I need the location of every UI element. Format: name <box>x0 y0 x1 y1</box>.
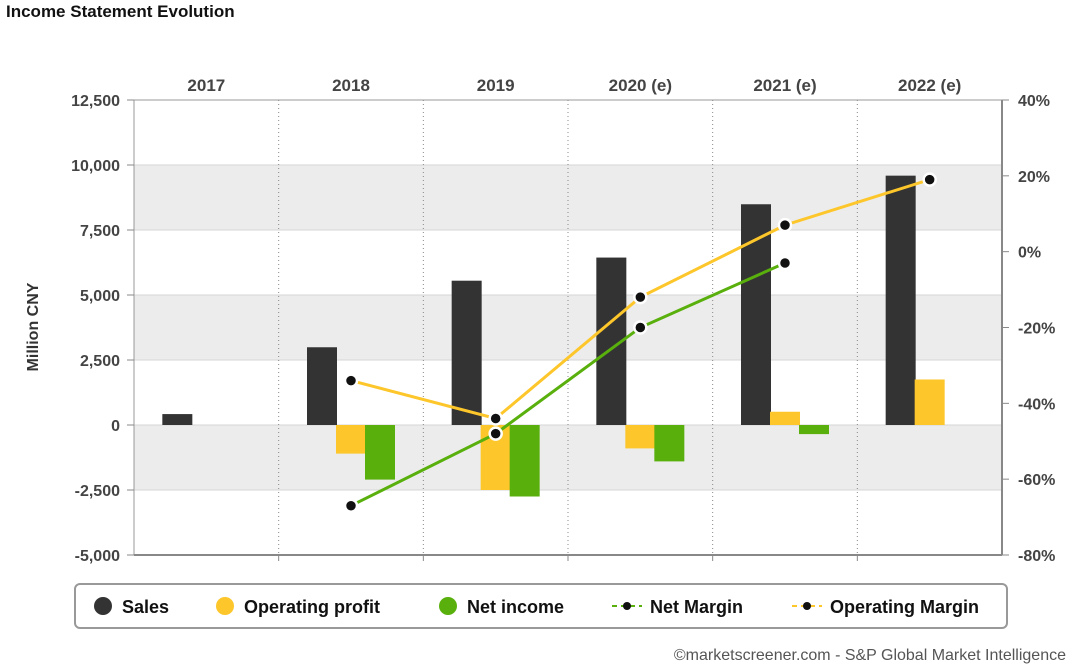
grid-band <box>134 295 1002 360</box>
category-label: 2017 <box>187 76 225 95</box>
net-margin-point <box>777 255 793 271</box>
grid-band <box>134 490 1002 555</box>
operating-margin-point <box>488 411 503 426</box>
sales-bar <box>451 280 482 425</box>
operating-margin-point <box>922 172 937 187</box>
operating-margin-point <box>633 289 648 305</box>
grid-band <box>134 230 1002 295</box>
legend-operating-margin-label: Operating Margin <box>830 597 979 617</box>
y-axis-label: Million CNY <box>25 282 42 371</box>
y2-tick-label: -40% <box>1018 396 1055 413</box>
net-margin-point <box>488 426 503 441</box>
sales-bar <box>885 175 916 425</box>
y2-tick-label: -80% <box>1018 548 1055 565</box>
operating-profit-bar <box>336 425 366 454</box>
sales-bar <box>162 414 193 425</box>
sales-bar <box>307 347 337 425</box>
sales-bar <box>741 204 771 425</box>
category-label: 2019 <box>477 76 515 95</box>
legend: Sales Operating profit Net income Net Margi… <box>74 583 1008 629</box>
y-tick-label: 2,500 <box>80 353 120 370</box>
y2-tick-label: 0% <box>1018 245 1041 262</box>
legend-operating-profit-label: Operating profit <box>244 597 380 617</box>
legend-sales-label: Sales <box>122 597 169 617</box>
chart-title: Income Statement Evolution <box>6 2 235 21</box>
category-label: 2022 (e) <box>898 76 961 95</box>
y-tick-label: 12,500 <box>71 93 120 110</box>
y2-tick-label: 40% <box>1018 93 1050 110</box>
legend-sales-swatch <box>94 597 112 615</box>
net-margin-line <box>350 261 786 508</box>
category-label: 2021 (e) <box>753 76 816 95</box>
net-margin-point <box>633 320 648 335</box>
legend-net-income-swatch <box>439 597 457 615</box>
y2-tick-label: 20% <box>1018 169 1050 186</box>
grid-band <box>134 425 1002 490</box>
y-tick-label: 10,000 <box>71 158 120 175</box>
y2-tick-label: -20% <box>1018 321 1055 338</box>
net-income-bar <box>365 425 395 480</box>
legend-net-income-label: Net income <box>467 597 564 617</box>
y-tick-label: 7,500 <box>80 223 120 240</box>
net-margin-point <box>343 498 359 513</box>
category-label: 2020 (e) <box>609 76 672 95</box>
y-tick-label: -2,500 <box>75 483 120 500</box>
y2-tick-label: -60% <box>1018 472 1055 489</box>
credit-text: ©marketscreener.com - S&P Global Market … <box>674 647 1066 664</box>
operating-profit-bar <box>770 411 800 425</box>
operating-margin-point <box>777 217 793 233</box>
legend-operating-profit-swatch <box>216 597 234 615</box>
net-income-bar <box>509 425 540 497</box>
y-tick-label: 5,000 <box>80 288 120 305</box>
net-income-bar <box>799 425 829 435</box>
y-tick-label: -5,000 <box>75 548 120 565</box>
legend-operating-margin-marker <box>803 602 811 610</box>
operating-profit-bar <box>625 425 656 449</box>
net-income-bar <box>654 425 685 462</box>
legend-net-margin-marker <box>623 602 631 610</box>
legend-box <box>74 583 1008 629</box>
y-tick-label: 0 <box>111 418 120 435</box>
grid-band <box>134 165 1002 230</box>
category-label: 2018 <box>332 76 370 95</box>
operating-profit-bar <box>914 379 945 425</box>
operating-margin-point <box>343 373 359 388</box>
legend-net-margin-label: Net Margin <box>650 597 743 617</box>
